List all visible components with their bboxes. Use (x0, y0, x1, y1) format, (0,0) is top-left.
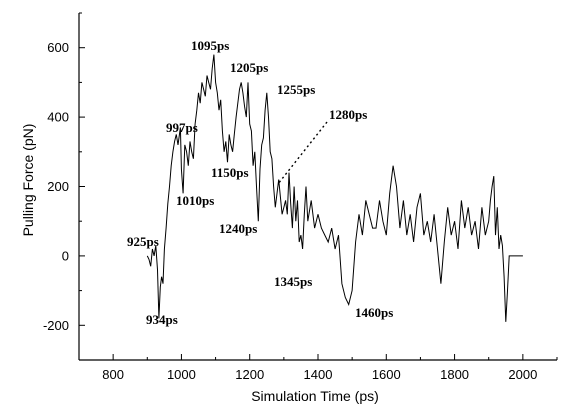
x-tick-label: 2000 (508, 367, 537, 382)
annotation-1280ps: 1280ps (329, 107, 367, 122)
x-tick-label: 1800 (440, 367, 469, 382)
x-tick-label: 1000 (167, 367, 196, 382)
annotation-1345ps: 1345ps (274, 274, 312, 289)
y-tick-label: -200 (43, 318, 69, 333)
annotation-1460ps: 1460ps (355, 305, 393, 320)
x-axis-title: Simulation Time (ps) (251, 388, 379, 404)
annotation-925ps: 925ps (127, 234, 159, 249)
y-tick-label: 600 (47, 40, 69, 55)
y-tick-label: 400 (47, 110, 69, 125)
x-tick-label: 800 (102, 367, 124, 382)
x-tick-label: 1200 (235, 367, 264, 382)
y-tick-label: 0 (62, 248, 69, 263)
x-tick-label: 1600 (372, 367, 401, 382)
annotation-1095ps: 1095ps (191, 38, 229, 53)
annotation-1010ps: 1010ps (176, 193, 214, 208)
annotation-934ps: 934ps (146, 312, 178, 327)
annotation-997ps: 997ps (166, 120, 198, 135)
y-tick-label: 200 (47, 179, 69, 194)
x-tick-label: 1400 (304, 367, 333, 382)
plot-frame (78, 13, 557, 361)
annotation-1150ps: 1150ps (211, 165, 249, 180)
annotation-1205ps: 1205ps (230, 60, 268, 75)
annotation-1240ps: 1240ps (219, 221, 257, 236)
force-series-line (146, 54, 523, 322)
x-axis-ticks: 800 1000 1200 1400 1600 1800 2000 (78, 354, 558, 382)
annotation-1280ps-leader (278, 121, 328, 184)
annotation-1255ps: 1255ps (277, 82, 315, 97)
y-axis-title: Pulling Force (pN) (20, 124, 36, 237)
